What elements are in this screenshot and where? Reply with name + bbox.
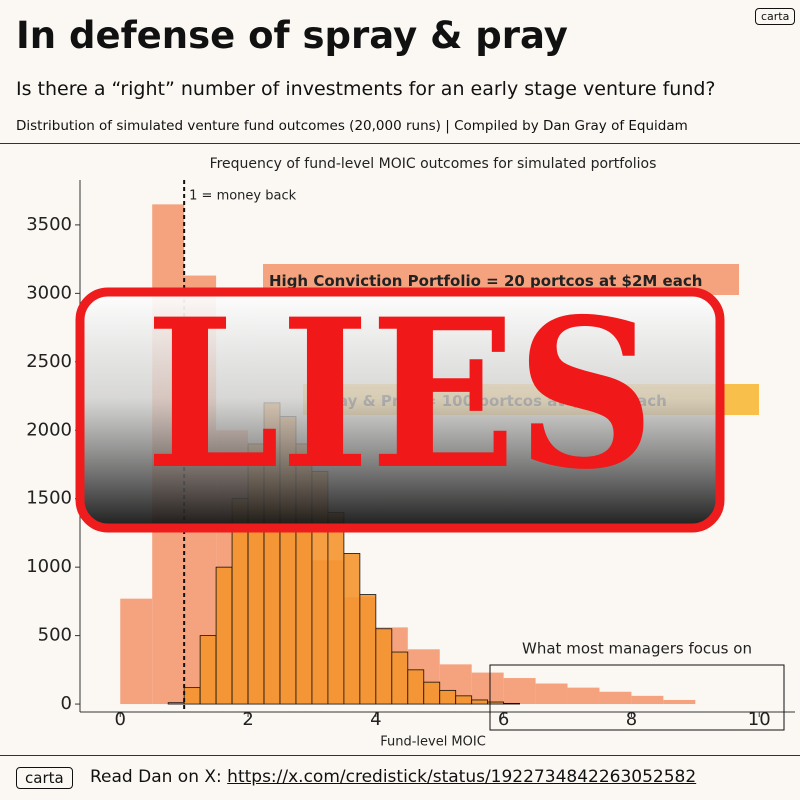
bar: [535, 683, 568, 705]
bar: [439, 689, 457, 705]
bar: [120, 598, 153, 705]
x-tick-label: 0: [115, 709, 126, 730]
bar: [455, 695, 473, 705]
footer: Read Dan on X: https://x.com/credistick/…: [90, 767, 696, 787]
bar: [407, 669, 425, 705]
annotation: What most managers focus on: [522, 640, 752, 658]
y-tick-label: 2500: [26, 351, 72, 372]
x-axis-label: Fund-level MOIC: [380, 735, 486, 750]
chart: Frequency of fund-level MOIC outcomes fo…: [26, 156, 795, 750]
y-tick-label: 1500: [26, 488, 72, 509]
x-tick-label: 10: [748, 709, 771, 730]
y-tick-label: 2000: [26, 419, 72, 440]
bar: [391, 651, 409, 705]
chart-title: Frequency of fund-level MOIC outcomes fo…: [210, 156, 657, 172]
x-tick-label: 6: [498, 709, 509, 730]
bar: [663, 699, 696, 705]
x-tick-label: 4: [370, 709, 381, 730]
bar: [199, 635, 217, 705]
bar: [375, 628, 393, 705]
brand-logo: carta: [755, 8, 796, 25]
divider: [0, 755, 800, 756]
divider: [0, 143, 800, 144]
footer-link[interactable]: https://x.com/credistick/status/19227348…: [227, 767, 697, 787]
bar: [359, 594, 377, 705]
title: In defense of spray & pray: [16, 14, 568, 57]
footer-text: Read Dan on X:: [90, 767, 222, 787]
caption: Distribution of simulated venture fund o…: [16, 118, 688, 134]
bar: [567, 687, 600, 705]
y-tick-label: 3500: [26, 214, 72, 235]
footer-logo: carta: [16, 767, 73, 789]
bar: [327, 511, 345, 705]
subtitle: Is there a “right” number of investments…: [16, 78, 716, 100]
bar: [343, 553, 361, 705]
y-tick-label: 3000: [26, 282, 72, 303]
bar: [215, 566, 233, 705]
focus-box: [489, 664, 785, 731]
x-tick-label: 8: [626, 709, 637, 730]
bar: [503, 678, 536, 705]
bar: [503, 702, 521, 705]
stamp-text: LIES: [145, 275, 655, 515]
bar: [167, 702, 185, 705]
legend-label: High Conviction Portfolio = 20 portcos a…: [269, 272, 702, 290]
bar: [599, 691, 632, 705]
bar: [423, 681, 441, 705]
stamp-frame: [75, 287, 725, 533]
bar: [471, 672, 504, 705]
bar: [631, 695, 664, 705]
bar: [471, 699, 489, 705]
annotation: 1 = money back: [189, 189, 296, 204]
y-tick-label: 500: [38, 625, 72, 646]
bar: [183, 687, 201, 705]
y-tick-label: 0: [61, 693, 72, 714]
y-tick-label: 1000: [26, 556, 72, 577]
x-tick-label: 2: [242, 709, 253, 730]
